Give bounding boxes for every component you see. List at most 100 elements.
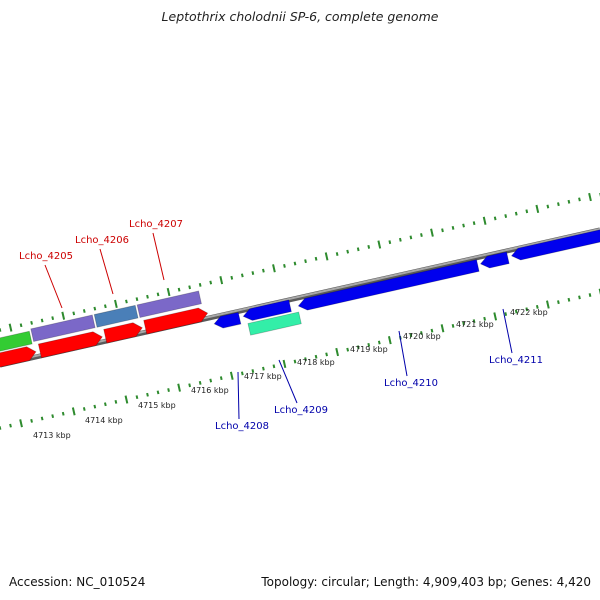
major-tick (124, 395, 129, 404)
minor-tick (272, 364, 276, 369)
ruler-label: 4721 kbp (456, 320, 494, 329)
major-tick (430, 228, 434, 237)
major-tick (282, 359, 287, 369)
minor-tick (504, 312, 508, 316)
gene-label: Lcho_4210 (384, 378, 438, 389)
major-tick (114, 299, 118, 309)
minor-tick (483, 316, 487, 321)
ruler-label: 4720 kbp (403, 332, 441, 341)
minor-tick (578, 295, 581, 300)
outer-tick-row (0, 192, 600, 332)
minor-tick (103, 402, 107, 407)
gene-arrow (93, 304, 139, 328)
major-tick (535, 204, 540, 214)
minor-tick (557, 202, 560, 207)
ruler-label: 4713 kbp (33, 431, 71, 440)
minor-tick (525, 209, 529, 214)
minor-tick (30, 320, 33, 325)
major-tick (8, 323, 13, 332)
minor-tick (462, 321, 465, 326)
leader-line (398, 330, 408, 377)
minor-tick (82, 407, 86, 411)
gene-arrow (0, 346, 37, 368)
minor-tick (156, 292, 160, 297)
gene-arrow (136, 290, 202, 319)
minor-tick (567, 199, 571, 204)
minor-tick (188, 383, 192, 388)
leader-line (502, 308, 513, 354)
major-tick (177, 383, 181, 392)
minor-tick (82, 309, 86, 313)
major-tick (71, 407, 76, 416)
major-tick (493, 312, 498, 321)
minor-tick (209, 378, 213, 383)
minor-tick (462, 223, 465, 228)
minor-tick (535, 304, 539, 309)
minor-tick (19, 323, 23, 328)
minor-tick (135, 297, 139, 302)
minor-tick (51, 316, 55, 321)
major-tick (335, 347, 339, 357)
minor-tick (93, 306, 97, 311)
minor-tick (72, 311, 76, 316)
minor-tick (188, 285, 192, 290)
minor-tick (430, 328, 434, 333)
major-tick (19, 419, 23, 428)
minor-tick (514, 211, 518, 216)
minor-tick (304, 357, 307, 362)
minor-tick (251, 271, 255, 275)
gene-arrow (297, 259, 480, 311)
ruler-label: 4716 kbp (191, 386, 229, 395)
minor-tick (588, 293, 592, 297)
minor-tick (240, 273, 244, 278)
minor-tick (367, 342, 371, 347)
minor-tick (504, 214, 508, 218)
gene-label: Lcho_4206 (75, 235, 129, 246)
minor-tick (546, 204, 550, 209)
gene-arrow (103, 322, 143, 344)
minor-tick (398, 237, 402, 242)
minor-tick (198, 380, 202, 385)
accession-text: Accession: NC_010524 (9, 575, 146, 589)
major-tick (166, 287, 171, 297)
minor-tick (409, 333, 413, 338)
major-tick (387, 336, 392, 345)
gene-arrow (37, 331, 103, 359)
major-tick (229, 371, 234, 380)
minor-tick (525, 307, 529, 312)
minor-tick (293, 359, 297, 364)
minor-tick (146, 294, 149, 299)
label-leader-lines (44, 232, 513, 420)
minor-tick (40, 416, 44, 421)
leader-line (278, 359, 298, 404)
gene-label: Lcho_4209 (274, 405, 328, 416)
minor-tick (61, 411, 65, 416)
gene-arrow (143, 307, 209, 335)
minor-tick (135, 395, 139, 400)
minor-tick (51, 414, 55, 419)
minor-tick (451, 225, 455, 230)
minor-tick (567, 297, 571, 302)
gene-label: Lcho_4211 (489, 355, 543, 366)
ruler-label: 4722 kbp (510, 308, 548, 317)
gene-arrow (247, 311, 302, 336)
major-tick (482, 216, 487, 225)
leader-line (237, 371, 240, 420)
gene-label: Lcho_4205 (19, 251, 73, 262)
minor-tick (219, 376, 223, 381)
major-tick (219, 276, 224, 285)
minor-tick (93, 404, 97, 409)
leader-line (99, 248, 114, 295)
major-tick (440, 324, 445, 333)
minor-tick (325, 352, 328, 357)
genome-backbone (0, 227, 600, 368)
ruler-label: 4719 kbp (350, 345, 388, 354)
minor-tick (472, 221, 476, 226)
minor-tick (30, 418, 33, 423)
minor-tick (420, 233, 423, 237)
major-tick (324, 252, 329, 261)
genome-summary-text: Topology: circular; Length: 4,909,403 bp… (261, 575, 591, 589)
minor-tick (578, 197, 581, 202)
gene-arrow (242, 299, 292, 321)
gene-label: Lcho_4207 (129, 219, 183, 230)
